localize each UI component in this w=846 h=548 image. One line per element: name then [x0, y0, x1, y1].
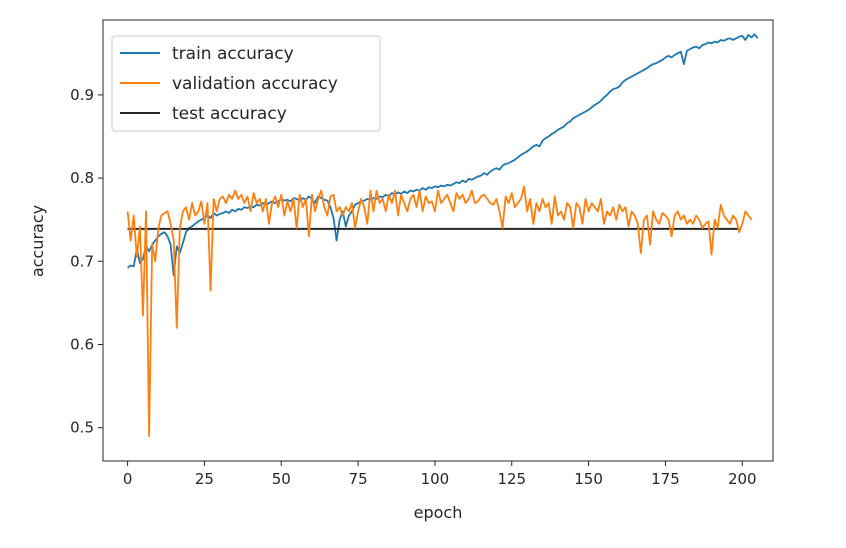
x-tick-label: 100 [421, 470, 450, 488]
x-tick-label: 200 [728, 470, 757, 488]
x-tick-label: 175 [651, 470, 680, 488]
series-line-validation [126, 185, 753, 437]
y-tick-label: 0.6 [70, 336, 94, 354]
legend: train accuracy validation accuracy test … [111, 35, 381, 132]
x-tick-label: 25 [195, 470, 214, 488]
x-axis-label: epoch [414, 503, 463, 522]
y-axis-label: accuracy [28, 205, 47, 277]
y-axis: 0.5 0.6 0.7 0.8 0.9 [70, 86, 103, 437]
legend-label-test: test accuracy [172, 104, 287, 124]
x-axis: 0 25 50 75 100 125 150 175 200 [123, 461, 757, 488]
legend-label-train: train accuracy [172, 44, 294, 64]
legend-label-validation: validation accuracy [172, 74, 338, 94]
legend-frame [111, 35, 381, 132]
y-tick-label: 0.5 [70, 419, 94, 437]
y-tick-label: 0.8 [70, 169, 94, 187]
x-tick-label: 50 [272, 470, 291, 488]
x-tick-label: 0 [123, 470, 133, 488]
series-line-train [127, 33, 759, 277]
x-tick-label: 125 [497, 470, 526, 488]
x-tick-label: 75 [349, 470, 368, 488]
x-tick-label: 150 [574, 470, 603, 488]
plot-frame [102, 19, 774, 462]
y-tick-label: 0.9 [70, 86, 94, 104]
y-tick-label: 0.7 [70, 252, 94, 270]
plot-area [126, 33, 759, 437]
